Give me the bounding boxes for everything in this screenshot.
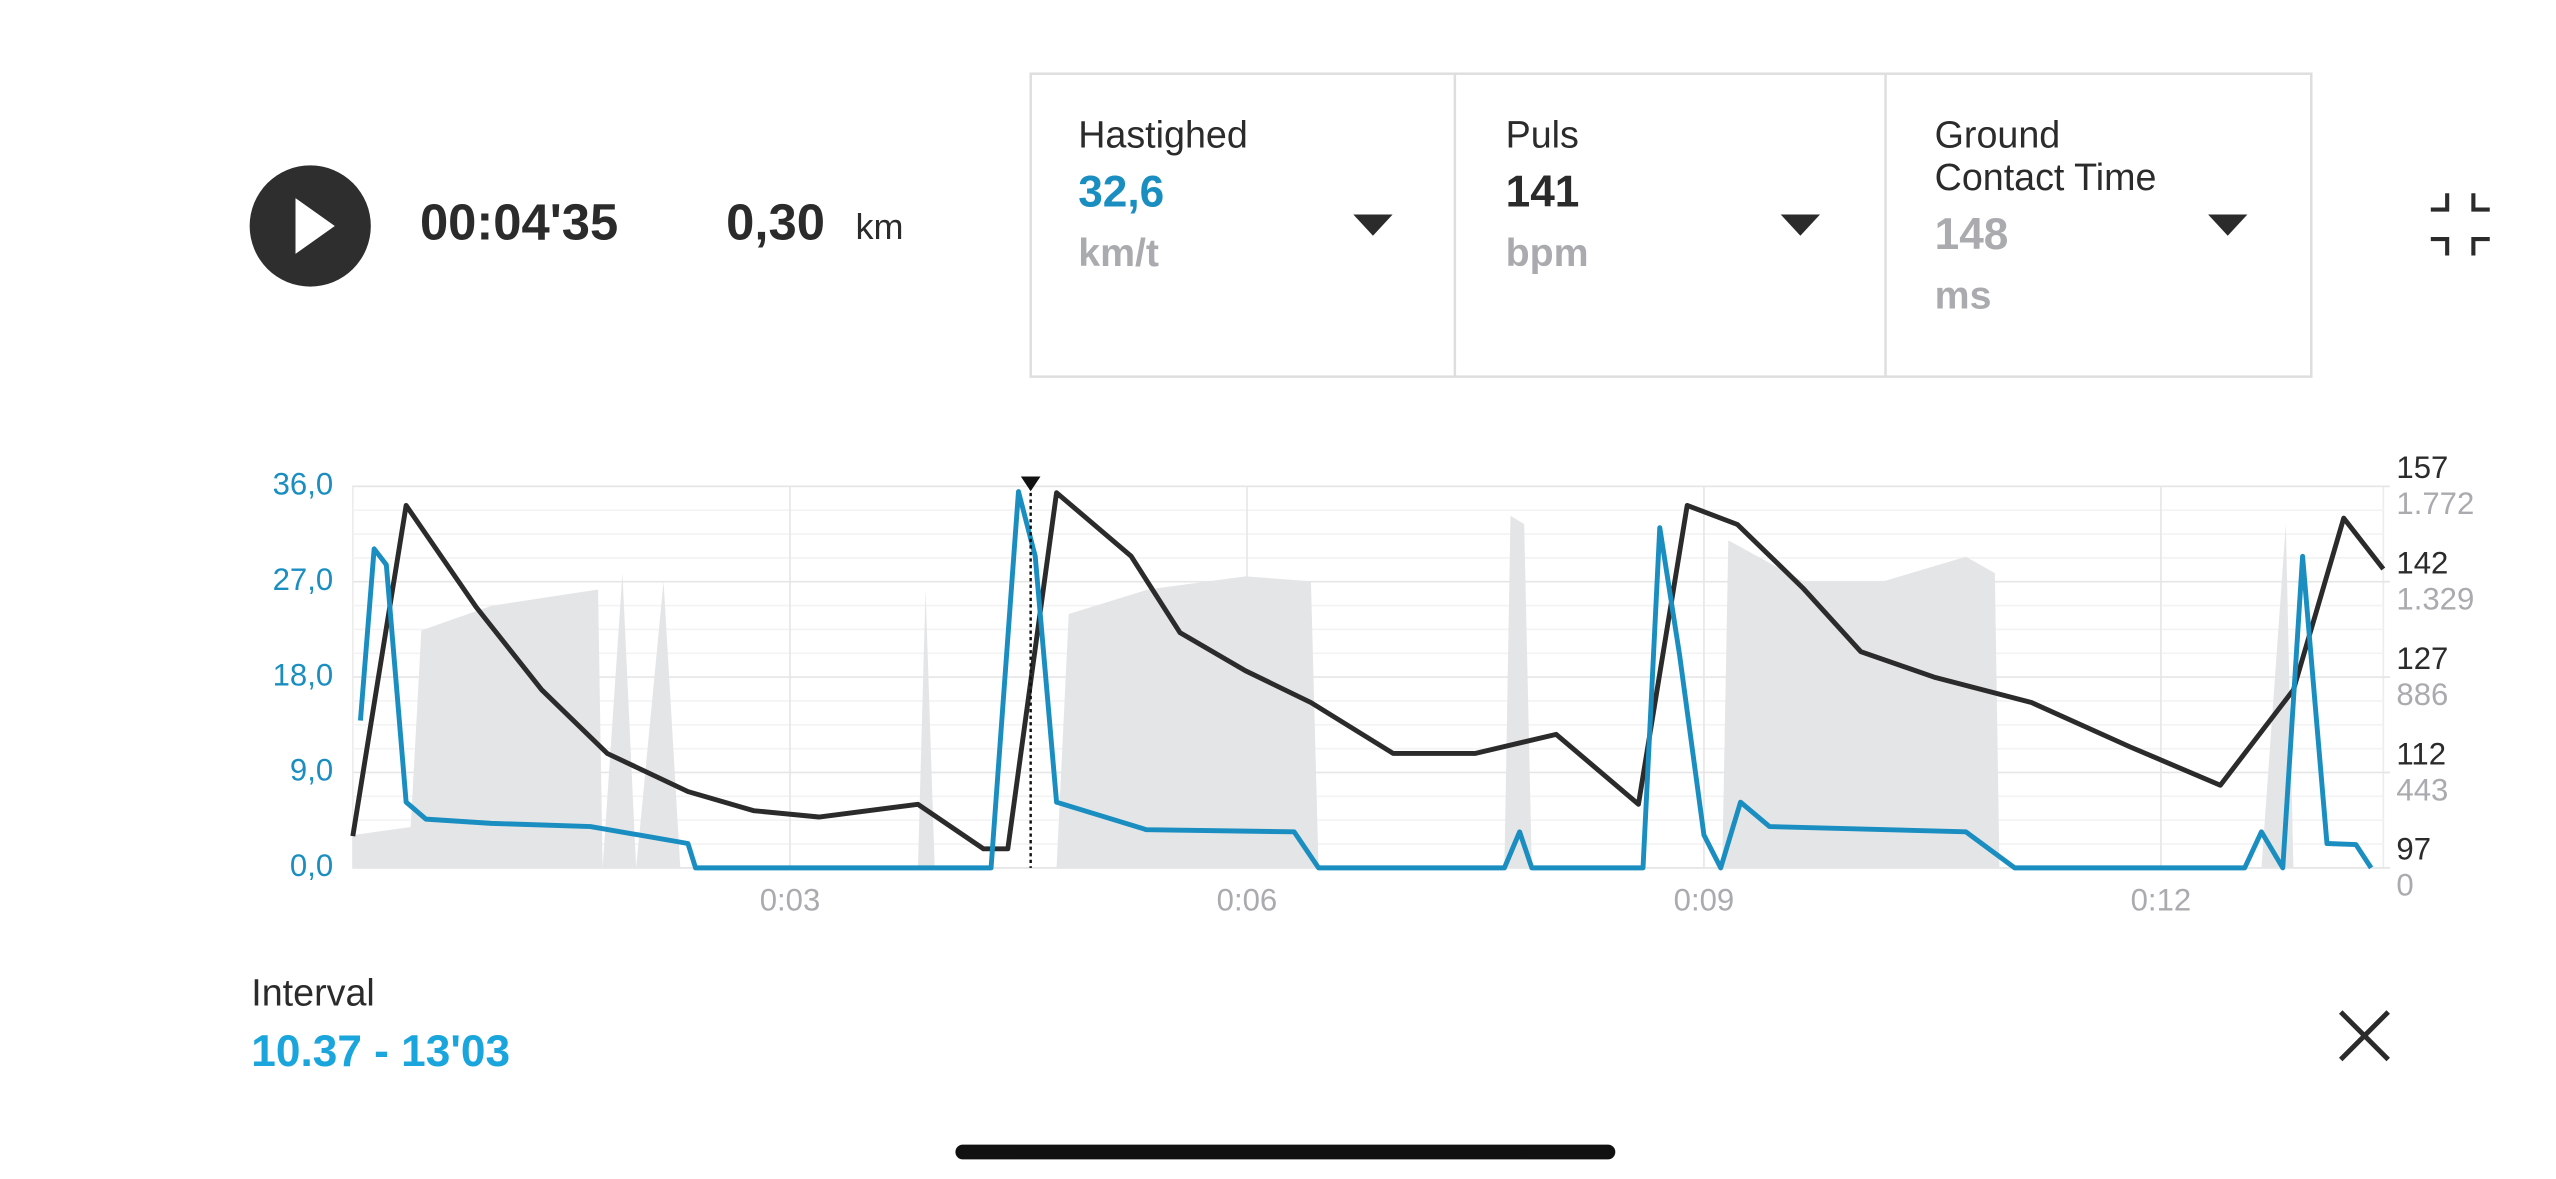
y3-tick-label: 886	[2396, 677, 2448, 712]
line	[357, 489, 2374, 871]
card-title: Contact Time	[1935, 156, 2157, 198]
y-tick-label: 18,0	[273, 657, 334, 692]
x-tick-label: 0:09	[1674, 882, 1735, 917]
card-value: 141	[1506, 168, 1580, 217]
card-title: Ground	[1935, 114, 2061, 156]
area	[352, 515, 2384, 868]
dropdown-arrow[interactable]	[1780, 214, 1821, 236]
cards: Hastighed 32,6 km/t Puls 141 bpm GroundContact…	[1078, 114, 2248, 317]
line	[350, 490, 2386, 852]
metric-cards	[1029, 72, 2313, 378]
play-icon	[295, 198, 335, 254]
card-value: 148	[1935, 210, 2009, 259]
card-unit: bpm	[1506, 231, 1589, 275]
close-button[interactable]	[2339, 1010, 2390, 1062]
y2-tick-label: 112	[2396, 736, 2446, 771]
distance-unit: km	[856, 206, 904, 247]
x-tick-label: 0:12	[2131, 882, 2192, 917]
elapsed-time: 00:04'35	[420, 193, 618, 250]
y-tick-label: 27,0	[273, 562, 334, 597]
y3-tick-label: 443	[2396, 772, 2448, 807]
y2-tick-label: 97	[2396, 832, 2431, 867]
y3-tick-label: 1.329	[2396, 582, 2474, 617]
interval-label: Interval	[251, 972, 375, 1014]
y3-tick-label: 1.772	[2396, 486, 2474, 521]
y2-tick-label: 142	[2396, 546, 2448, 581]
y2-tick-label: 127	[2396, 641, 2448, 676]
x-tick-label: 0:06	[1217, 882, 1278, 917]
player: 00:04'35 0,30 km	[249, 165, 904, 287]
cursor-handle	[1020, 476, 1041, 492]
chart: 0:03 0:06 0:09 0:12 0,0 9,0 18,0 27,0 36,0 97 112 1…	[273, 450, 2475, 917]
card-unit: ms	[1935, 273, 1992, 317]
collapse-button[interactable]	[2430, 193, 2490, 256]
y2-tick-label: 157	[2396, 450, 2448, 485]
y-tick-label: 36,0	[273, 467, 334, 502]
interval-value: 10.37 - 13'03	[251, 1027, 510, 1076]
card-value: 32,6	[1078, 168, 1164, 217]
y-tick-label: 9,0	[290, 753, 333, 788]
distance: 0,30	[726, 193, 825, 250]
y3-tick-label: 0	[2396, 868, 2413, 903]
card-unit: km/t	[1078, 231, 1159, 275]
card-title: Puls	[1506, 114, 1579, 156]
y-tick-label: 0,0	[290, 848, 333, 883]
home-indicator	[955, 1144, 1616, 1160]
x-tick-label: 0:03	[760, 882, 821, 917]
dropdown-arrow[interactable]	[2208, 214, 2248, 236]
dropdown-arrow[interactable]	[1353, 214, 1393, 236]
card-title: Hastighed	[1078, 114, 1248, 156]
